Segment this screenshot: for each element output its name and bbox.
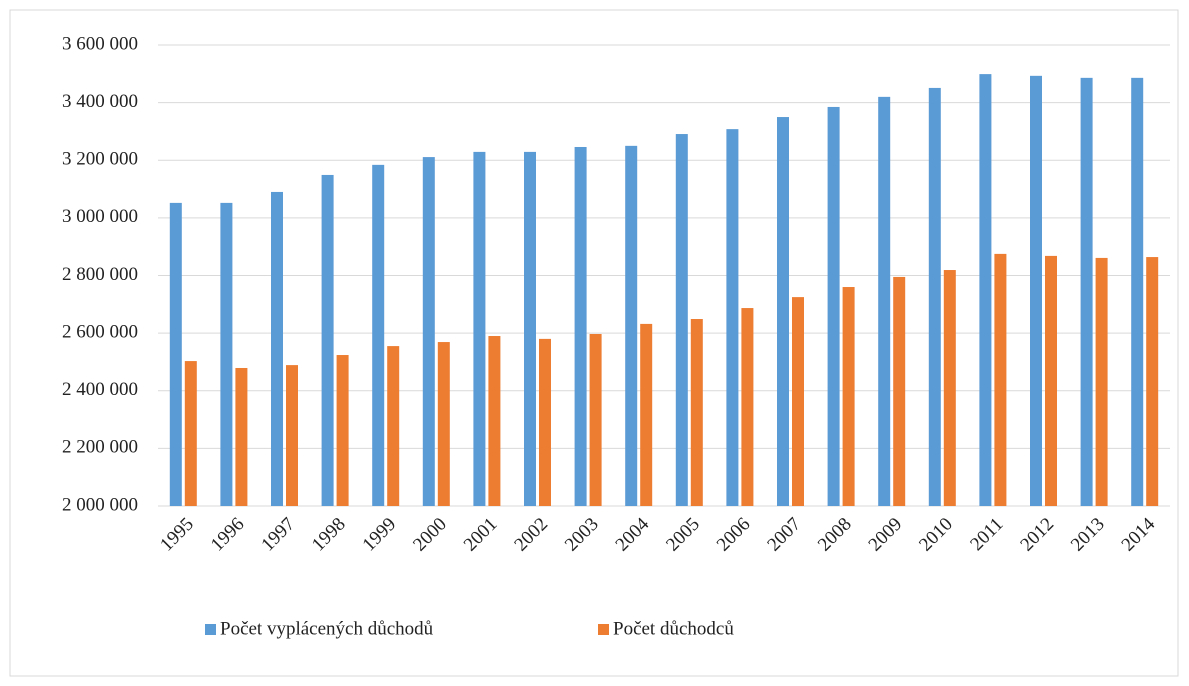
- y-tick-label: 2 000 000: [62, 494, 138, 515]
- bar: [726, 129, 739, 506]
- bar: [928, 87, 941, 506]
- bar: [1131, 77, 1144, 506]
- bar: [372, 164, 385, 507]
- legend-label: Počet důchodců: [613, 618, 734, 639]
- bar: [1030, 75, 1042, 506]
- bar: [488, 336, 501, 506]
- bar: [893, 276, 906, 506]
- y-tick-label: 3 200 000: [62, 149, 138, 170]
- bar: [271, 191, 283, 506]
- bar: [169, 202, 182, 506]
- y-tick-label: 3 600 000: [62, 33, 138, 54]
- bar: [1095, 257, 1108, 506]
- bar: [625, 145, 638, 506]
- bar: [1045, 255, 1057, 506]
- legend-swatch: [205, 624, 216, 635]
- y-tick-label: 2 800 000: [62, 264, 138, 285]
- y-tick-label: 3 000 000: [62, 206, 138, 227]
- bar: [286, 365, 298, 506]
- bar: [792, 297, 804, 506]
- bar: [473, 151, 486, 506]
- y-tick-label: 2 400 000: [62, 379, 138, 400]
- y-tick-label: 2 600 000: [62, 321, 138, 342]
- bar: [539, 338, 551, 506]
- bar: [690, 319, 703, 506]
- bar: [437, 342, 450, 506]
- bar: [979, 74, 992, 507]
- bar: [943, 270, 956, 506]
- bar: [220, 202, 233, 506]
- y-tick-label: 3 400 000: [62, 91, 138, 112]
- bar: [235, 367, 248, 506]
- bar: [878, 96, 891, 507]
- bar: [640, 323, 653, 506]
- bar: [184, 361, 197, 506]
- bar: [336, 355, 349, 506]
- bar: [524, 151, 536, 506]
- legend-swatch: [598, 624, 609, 635]
- bar: [741, 308, 754, 506]
- bar: [842, 287, 855, 506]
- bar: [422, 157, 435, 506]
- bar: [1146, 257, 1159, 506]
- bar: [777, 117, 789, 506]
- bar: [321, 174, 334, 506]
- bar: [994, 253, 1007, 506]
- y-tick-label: 2 200 000: [62, 437, 138, 458]
- legend-label: Počet vyplácených důchodů: [220, 618, 434, 639]
- bar: [675, 134, 688, 506]
- bar: [589, 333, 602, 506]
- bar: [827, 106, 840, 507]
- bar: [1080, 77, 1093, 506]
- bar: [387, 346, 400, 506]
- bar: [574, 146, 587, 506]
